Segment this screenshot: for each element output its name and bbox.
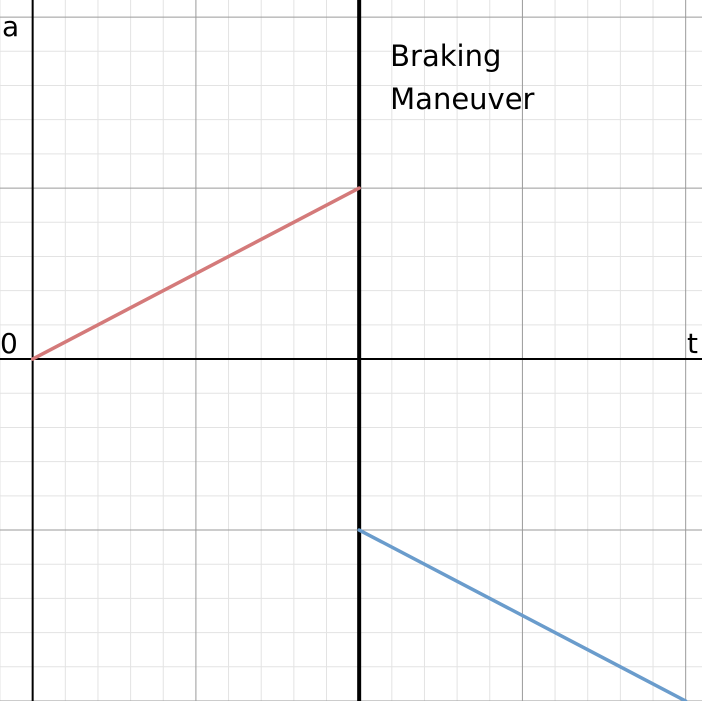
origin-label: 0 — [0, 327, 18, 360]
series-group — [30, 186, 688, 701]
y-axis-label: a — [2, 10, 19, 43]
annotation-line-1: Braking — [390, 39, 501, 73]
annotation-line-2: Maneuver — [390, 82, 534, 116]
x-axis-label: t — [687, 327, 698, 360]
series-2-line — [357, 528, 688, 701]
series-1-line — [30, 186, 361, 361]
